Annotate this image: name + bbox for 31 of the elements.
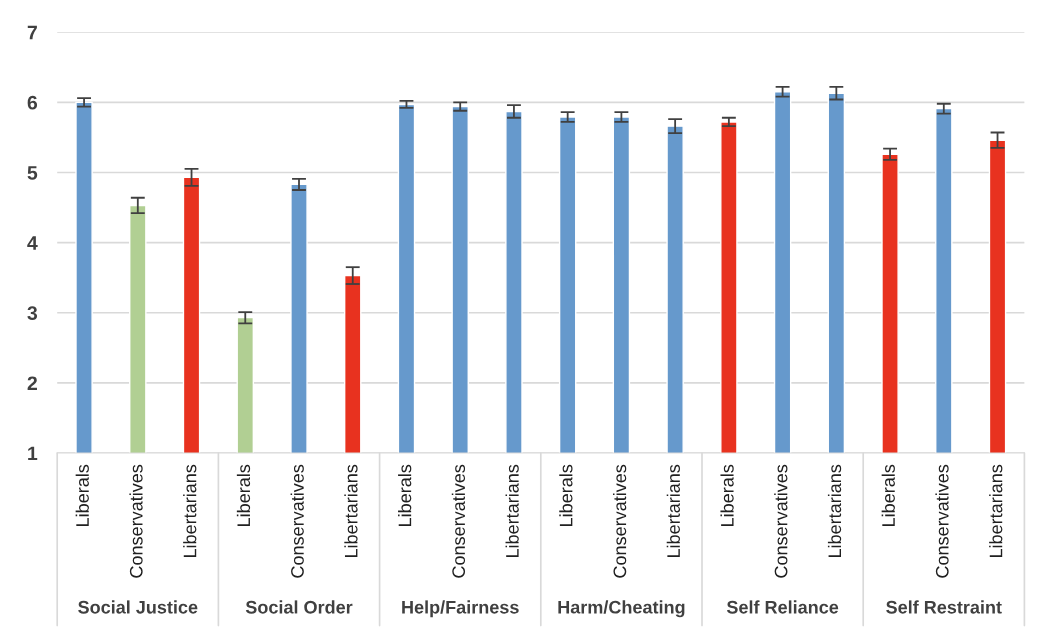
text: Social Order xyxy=(245,600,353,614)
y-tick-label: 5 xyxy=(27,166,38,180)
text: Harm/Cheating xyxy=(558,600,685,618)
x-tick-label: Liberals xyxy=(75,464,89,526)
x-tick-label: Conservatives xyxy=(451,464,466,578)
x-tick-label: Libertarians xyxy=(183,464,197,558)
x-tick-label: Libertarians xyxy=(989,464,1003,558)
x-tick-label: Conservatives xyxy=(129,464,143,578)
x-tick-label: Liberals xyxy=(236,464,251,526)
text: Social Justice xyxy=(78,600,198,614)
y-tick-label: 2 xyxy=(27,376,37,390)
x-tick-label: Liberals xyxy=(881,464,895,526)
text: Self Restraint xyxy=(886,600,1002,614)
x-tick-label: Liberals xyxy=(559,464,573,526)
x-tick-label: Libertarians xyxy=(666,464,680,558)
text: Self Reliance xyxy=(726,600,839,614)
x-tick-label: Conservatives xyxy=(774,464,788,578)
text: Help/Fairness xyxy=(402,600,519,618)
x-tick-label: Libertarians xyxy=(827,464,842,558)
x-tick-label: Libertarians xyxy=(344,464,358,558)
x-tick-label: Liberals xyxy=(398,464,412,526)
x-tick-label: Conservatives xyxy=(290,464,304,578)
y-tick-label: 4 xyxy=(27,236,38,250)
y-tick-label: 6 xyxy=(27,95,38,110)
x-tick-label: Conservatives xyxy=(935,464,949,578)
y-tick-label: 1 xyxy=(28,446,38,461)
x-tick-label: Libertarians xyxy=(505,464,519,558)
x-tick-label: Conservatives xyxy=(612,464,627,578)
x-tick-label: Liberals xyxy=(720,464,734,526)
y-tick-label: 7 xyxy=(27,25,37,40)
y-tick-label: 3 xyxy=(27,306,38,321)
